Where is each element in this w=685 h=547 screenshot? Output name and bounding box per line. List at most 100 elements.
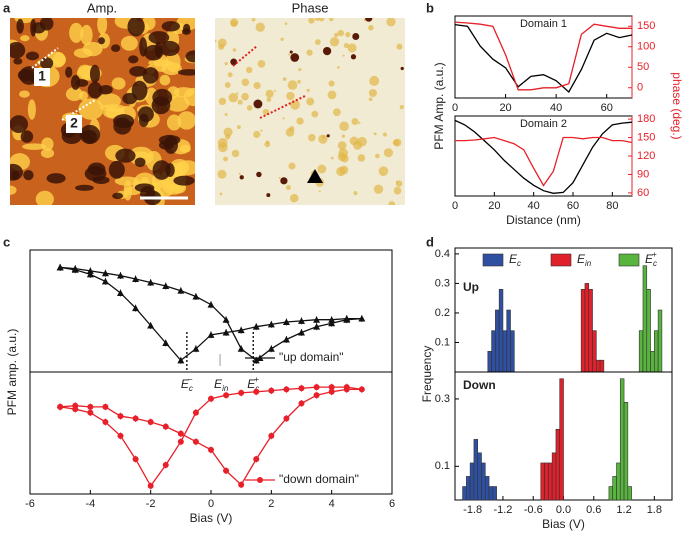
rich-label: Ein — [577, 252, 592, 268]
texture — [349, 136, 359, 146]
texture — [378, 166, 389, 176]
texture — [329, 37, 340, 47]
legend-swatch — [550, 253, 572, 267]
texture — [266, 97, 272, 102]
texture — [73, 48, 93, 58]
image-background — [215, 18, 405, 205]
texture — [318, 190, 321, 193]
histogram-bar — [487, 351, 492, 373]
legend-marker — [257, 477, 263, 483]
texture — [322, 46, 332, 56]
texture — [78, 98, 104, 120]
texture — [84, 166, 107, 182]
data-point — [313, 316, 321, 323]
data-point — [268, 387, 275, 394]
texture — [87, 81, 103, 99]
histogram-bar — [588, 289, 593, 373]
texture — [340, 154, 349, 163]
rich-label: Ec− — [181, 375, 193, 393]
texture — [373, 132, 377, 136]
rich-label: Ec+ — [645, 250, 657, 268]
texture — [148, 31, 170, 45]
y-axis-label: PFM Amp. (a.u.) — [432, 62, 446, 149]
data-point — [298, 400, 305, 407]
texture — [128, 55, 139, 64]
data-point — [238, 481, 245, 488]
x-tick-label: -4 — [85, 498, 95, 510]
texture — [20, 130, 34, 143]
histogram-bar — [612, 476, 617, 501]
texture — [399, 105, 404, 110]
histogram-bar — [484, 476, 490, 501]
marker-box — [34, 68, 50, 86]
data-point — [268, 432, 275, 439]
rich-label: Ec+ — [247, 375, 259, 393]
texture — [290, 53, 300, 62]
texture — [369, 75, 380, 86]
x-tick-label: -1.2 — [493, 504, 512, 516]
texture — [306, 88, 310, 93]
data-point — [192, 438, 199, 445]
x-tick-label: -2 — [146, 498, 156, 510]
texture — [224, 61, 228, 66]
label-sub: in — [222, 384, 229, 393]
x-tick-label: 0.6 — [586, 504, 601, 516]
texture — [328, 80, 335, 87]
panel-label: c — [3, 234, 10, 249]
texture — [159, 74, 171, 86]
texture — [161, 21, 180, 32]
data-point — [162, 461, 169, 468]
texture — [138, 106, 154, 123]
texture — [35, 190, 54, 205]
texture — [368, 97, 373, 102]
texture — [10, 163, 23, 181]
data-point — [328, 388, 335, 395]
data-point — [132, 304, 140, 312]
rich-label: Ec — [509, 252, 521, 268]
x-tick-label: -0.6 — [524, 504, 543, 516]
data-point — [223, 467, 230, 474]
texture — [286, 91, 295, 101]
texture — [347, 43, 357, 53]
texture — [368, 25, 374, 31]
texture — [318, 18, 325, 22]
texture — [40, 148, 55, 159]
data-point — [298, 328, 305, 336]
y2-tick-label: 150 — [637, 131, 655, 143]
histogram-bar — [551, 452, 557, 501]
chart-title: Domain 2 — [520, 118, 567, 130]
data-point — [147, 279, 155, 286]
texture — [257, 60, 266, 68]
texture — [111, 77, 126, 90]
data-point — [86, 267, 94, 274]
texture — [342, 54, 345, 57]
texture — [256, 171, 262, 178]
texture — [337, 29, 345, 37]
x-tick-label: 0 — [452, 200, 458, 212]
texture — [282, 77, 287, 81]
texture — [339, 121, 349, 132]
texture — [307, 133, 316, 142]
texture — [230, 20, 238, 27]
data-point — [101, 269, 109, 277]
texture — [306, 49, 313, 56]
texture — [288, 53, 291, 56]
marker-box — [66, 115, 82, 133]
histogram-bar — [506, 309, 511, 373]
data-point — [328, 316, 336, 323]
legend-marker — [256, 354, 264, 361]
histogram-bar — [540, 462, 545, 501]
data-point — [147, 482, 154, 489]
texture — [134, 157, 146, 168]
texture — [75, 79, 89, 87]
data-point — [253, 388, 260, 395]
arrow — [31, 47, 59, 69]
label-sup: + — [254, 375, 259, 384]
texture — [253, 81, 261, 90]
label-sub: c — [255, 384, 259, 393]
y-tick-label: 0.1 — [435, 460, 450, 472]
data-point — [177, 356, 185, 364]
texture — [236, 92, 239, 95]
data-point — [282, 318, 290, 326]
data-point — [117, 413, 124, 420]
